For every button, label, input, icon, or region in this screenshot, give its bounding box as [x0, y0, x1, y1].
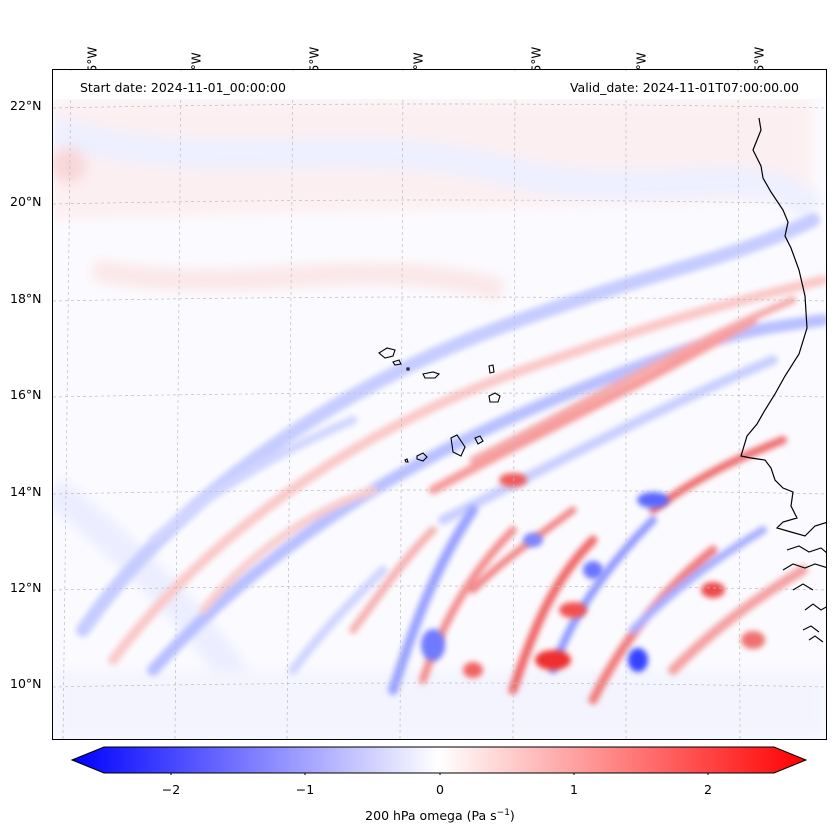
colorbar-tick: 0	[436, 782, 444, 797]
lon-label-27-5w: 27.5°W	[292, 12, 337, 92]
lat-label-20n: 20°N	[10, 194, 42, 209]
variable-name: 200 hPa omega	[365, 808, 463, 824]
units-exponent: −1	[496, 808, 510, 818]
lat-label-16n: 16°N	[10, 387, 42, 402]
colorbar-gradient	[70, 746, 808, 774]
colorbar-label: 200 hPa omega (Pa s−1)	[365, 808, 515, 824]
colorbar-tick: 1	[570, 782, 578, 797]
lat-label-22n: 22°N	[10, 98, 42, 113]
colorbar-tick: −1	[295, 782, 315, 797]
lon-label-30w: 30°W	[180, 12, 213, 85]
start-date-label: Start date: 2024-11-01_00:00:00	[80, 80, 286, 95]
coastline	[740, 117, 826, 537]
omega-field	[53, 70, 826, 739]
lon-label-25w: 25°W	[402, 12, 435, 85]
lon-label-32-5w: 32.5°W	[70, 12, 115, 92]
lat-label-10n: 10°N	[10, 676, 42, 691]
date-header: Start date: 2024-11-01_00:00:00 Valid_da…	[54, 71, 825, 99]
map-panel: Start date: 2024-11-01_00:00:00 Valid_da…	[52, 69, 827, 740]
valid-date-label: Valid_date: 2024-11-01T07:00:00.00	[569, 80, 799, 95]
units-text: Pa s	[471, 808, 497, 824]
lat-label-14n: 14°N	[10, 484, 42, 499]
colorbar-tick: 2	[704, 782, 712, 797]
lat-label-18n: 18°N	[10, 291, 42, 306]
lon-label-17-5w: 17.5°W	[737, 12, 782, 92]
colorbar-tick: −2	[161, 782, 181, 797]
lat-label-12n: 12°N	[10, 580, 42, 595]
lon-label-22-5w: 22.5°W	[514, 12, 559, 92]
lon-label-20w: 20°W	[625, 12, 658, 85]
colorbar	[70, 746, 808, 775]
